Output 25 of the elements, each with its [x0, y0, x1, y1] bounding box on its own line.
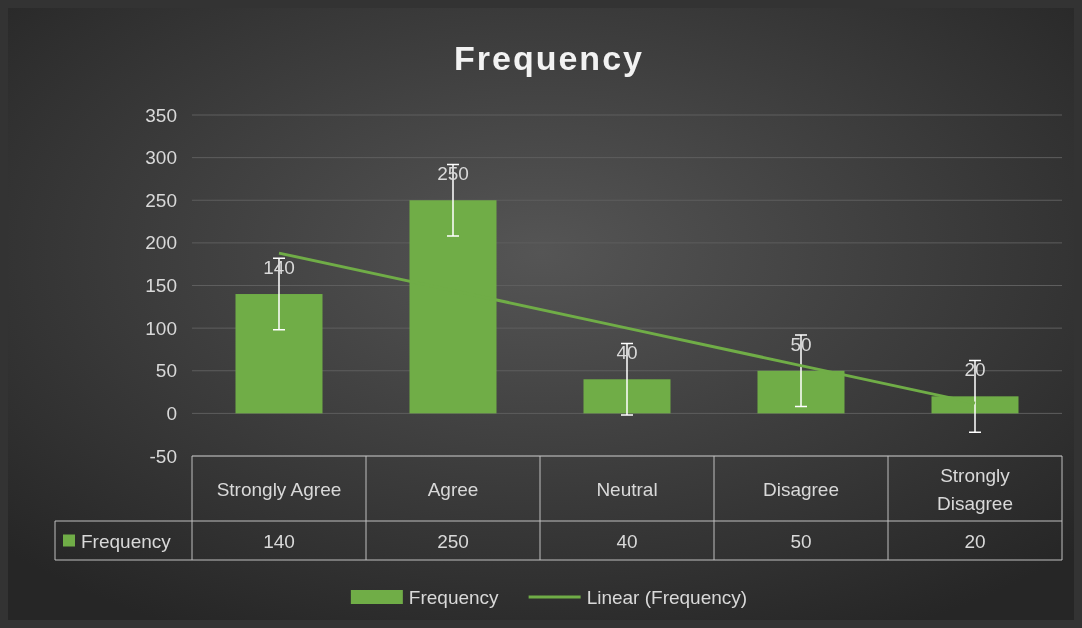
- legend-label: Frequency: [81, 530, 172, 552]
- data-label: 40: [616, 530, 638, 552]
- x-tick-label: Strongly Agree: [216, 478, 342, 500]
- text: Frequency: [408, 587, 499, 608]
- legend-label: Linear (Frequency): [586, 587, 748, 608]
- bar: [235, 294, 323, 414]
- y-tick-label: 100: [145, 317, 177, 339]
- x-tick-label: Neutral: [596, 478, 658, 500]
- y-tick-label: 0: [166, 402, 177, 424]
- y-tick-label: 300: [145, 147, 177, 169]
- x-tick-label: Disagree: [762, 478, 840, 500]
- y-tick-label: 350: [145, 104, 177, 126]
- y-tick-label: 50: [155, 360, 177, 382]
- bar: [583, 379, 671, 414]
- data-label: 140: [263, 530, 295, 552]
- y-tick-label: 200: [145, 232, 177, 254]
- x-tick-label: Agree: [427, 478, 479, 500]
- data-label: 20: [964, 530, 986, 552]
- chart-title: Frequency: [454, 39, 644, 77]
- data-label: 250: [437, 530, 469, 552]
- x-tick-label: Strongly Disagree: [936, 464, 1014, 514]
- y-tick-label: 150: [145, 275, 177, 297]
- y-tick-label: -50: [149, 445, 177, 467]
- y-tick-label: 250: [145, 189, 177, 211]
- data-label: 50: [790, 530, 812, 552]
